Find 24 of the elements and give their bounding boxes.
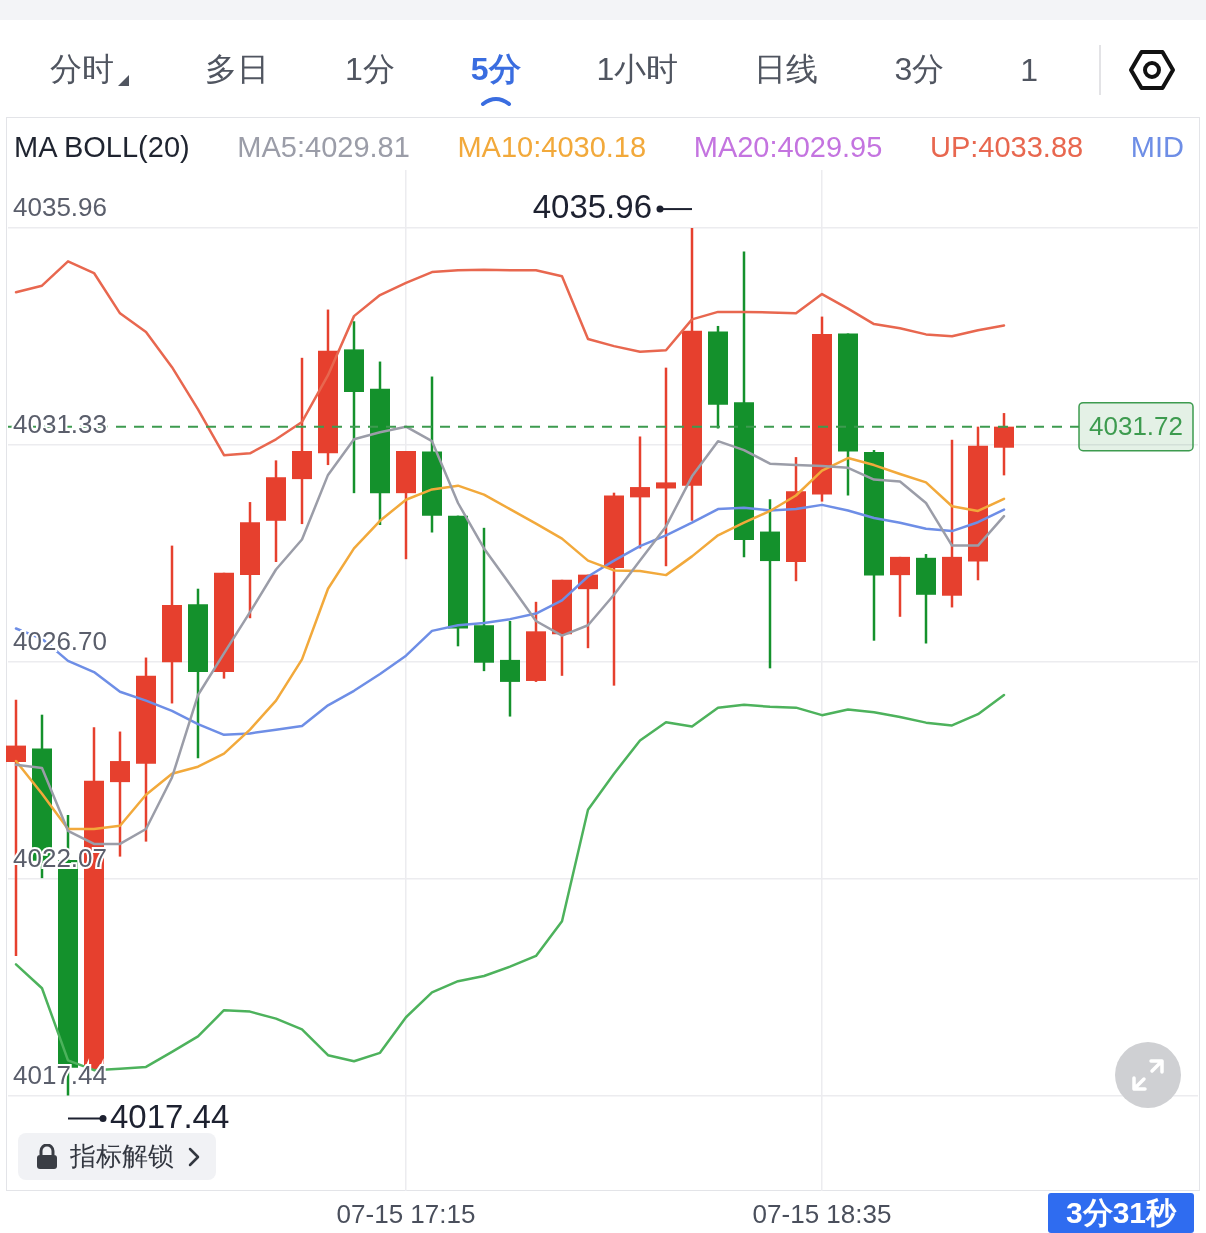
annotation: 指标解锁 bbox=[70, 1140, 174, 1173]
text: 1分 bbox=[345, 50, 395, 89]
x-tick-label: 07-15 17:15 bbox=[336, 1198, 476, 1229]
annotation: 4017.44 bbox=[110, 1097, 230, 1135]
text: UP:4033.88 bbox=[930, 130, 1084, 164]
text: 1 bbox=[1020, 51, 1038, 89]
legend-title: MA BOLL(20) bbox=[14, 130, 190, 164]
x-tick-label: 07-15 18:35 bbox=[752, 1198, 892, 1229]
y-tick-label: 4035.96 bbox=[13, 192, 107, 223]
text: MID bbox=[1130, 130, 1184, 164]
text: 分时 bbox=[50, 50, 114, 89]
text: 日线 bbox=[754, 50, 819, 89]
y-tick-label: 4031.33 bbox=[13, 409, 107, 440]
text: MA5:4029.81 bbox=[237, 130, 410, 164]
text: 多日 bbox=[205, 50, 269, 89]
text: 5分 bbox=[470, 50, 521, 89]
unlock-button: 指标解锁 bbox=[18, 1133, 216, 1180]
text: 3分 bbox=[894, 50, 945, 89]
text: 3分31秒 bbox=[1048, 1193, 1194, 1233]
annotation: 4035.96 bbox=[532, 188, 652, 226]
text: 1小时 bbox=[596, 50, 679, 89]
text: MA10:4030.18 bbox=[457, 130, 647, 164]
legend-label: MA20:4029.95 bbox=[693, 130, 883, 164]
ref-line-label: 4031.72 bbox=[1089, 410, 1183, 441]
